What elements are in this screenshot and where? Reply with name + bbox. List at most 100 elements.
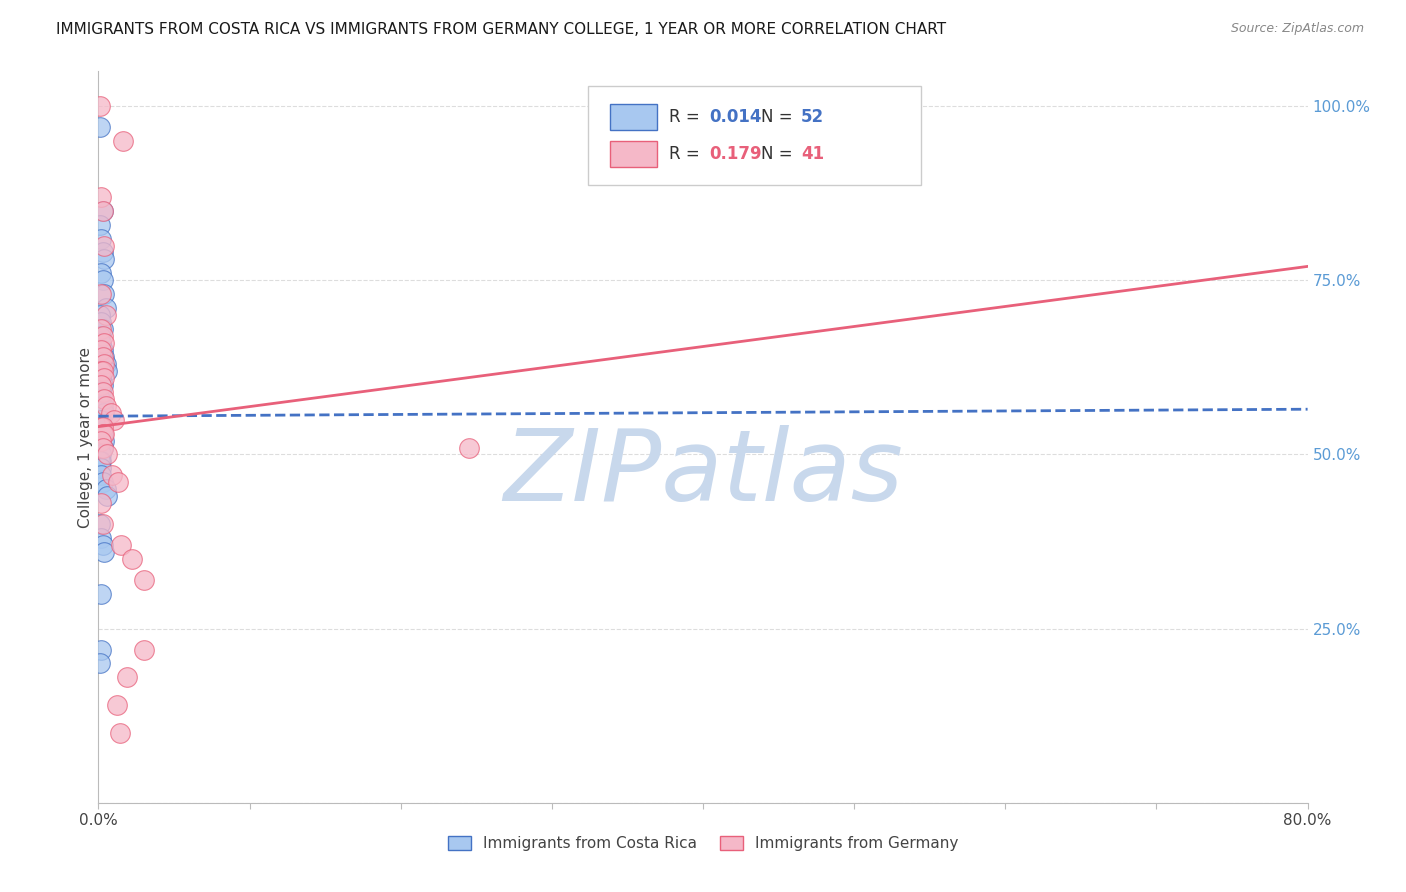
- Point: [101, 468, 124, 483]
- Point: [91, 203, 114, 218]
- Point: [89, 392, 111, 406]
- Point: [93, 545, 115, 559]
- Point: [100, 406, 122, 420]
- Text: 0.179: 0.179: [709, 145, 762, 163]
- Point: [90, 287, 112, 301]
- Point: [91, 538, 114, 552]
- Point: [91, 364, 114, 378]
- Point: [103, 412, 125, 426]
- Point: [457, 441, 479, 455]
- Point: [91, 343, 114, 357]
- Point: [96, 489, 118, 503]
- Point: [91, 350, 114, 364]
- Point: [90, 461, 112, 475]
- Point: [93, 392, 115, 406]
- Point: [90, 322, 112, 336]
- Point: [89, 329, 111, 343]
- Point: [90, 343, 112, 357]
- Point: [90, 399, 112, 413]
- Point: [90, 231, 112, 245]
- Point: [93, 406, 115, 420]
- Point: [93, 252, 115, 267]
- Point: [89, 99, 111, 113]
- Point: [93, 238, 115, 252]
- FancyBboxPatch shape: [588, 86, 921, 185]
- Point: [96, 448, 118, 462]
- Point: [91, 441, 114, 455]
- Point: [132, 642, 155, 657]
- Point: [94, 483, 117, 497]
- Point: [90, 587, 112, 601]
- Point: [90, 190, 112, 204]
- FancyBboxPatch shape: [610, 103, 657, 130]
- Point: [90, 384, 112, 399]
- Text: R =: R =: [669, 145, 706, 163]
- Text: Source: ZipAtlas.com: Source: ZipAtlas.com: [1230, 22, 1364, 36]
- Y-axis label: College, 1 year or more: College, 1 year or more: [77, 347, 93, 527]
- Point: [90, 496, 112, 510]
- Point: [108, 726, 131, 740]
- Point: [94, 301, 117, 316]
- Text: 41: 41: [801, 145, 824, 163]
- Point: [105, 698, 128, 713]
- Legend: Immigrants from Costa Rica, Immigrants from Germany: Immigrants from Costa Rica, Immigrants f…: [441, 830, 965, 857]
- FancyBboxPatch shape: [610, 141, 657, 167]
- Text: 0.014: 0.014: [709, 108, 762, 126]
- Point: [93, 336, 115, 351]
- Point: [89, 412, 111, 426]
- Point: [90, 266, 112, 280]
- Point: [111, 134, 134, 148]
- Point: [91, 384, 114, 399]
- Text: 52: 52: [801, 108, 824, 126]
- Point: [91, 322, 114, 336]
- Point: [110, 538, 132, 552]
- Point: [96, 364, 118, 378]
- Point: [91, 441, 114, 455]
- Point: [91, 329, 114, 343]
- Text: IMMIGRANTS FROM COSTA RICA VS IMMIGRANTS FROM GERMANY COLLEGE, 1 YEAR OR MORE CO: IMMIGRANTS FROM COSTA RICA VS IMMIGRANTS…: [56, 22, 946, 37]
- Point: [90, 412, 112, 426]
- Point: [91, 245, 114, 260]
- Text: ZIPatlas: ZIPatlas: [503, 425, 903, 522]
- Point: [90, 434, 112, 448]
- Point: [91, 426, 114, 441]
- Point: [89, 218, 111, 232]
- Text: R =: R =: [669, 108, 706, 126]
- Point: [94, 357, 117, 371]
- Point: [91, 273, 114, 287]
- Point: [94, 399, 117, 413]
- Point: [89, 308, 111, 322]
- Point: [91, 399, 114, 413]
- Point: [90, 448, 112, 462]
- Point: [90, 642, 112, 657]
- Point: [93, 357, 115, 371]
- Point: [91, 203, 114, 218]
- Point: [121, 552, 143, 566]
- Point: [90, 531, 112, 545]
- Point: [93, 426, 115, 441]
- Point: [90, 419, 112, 434]
- Point: [107, 475, 129, 490]
- Point: [93, 434, 115, 448]
- Point: [91, 517, 114, 532]
- Point: [94, 308, 117, 322]
- Point: [90, 454, 112, 468]
- Point: [91, 475, 114, 490]
- Point: [115, 670, 138, 684]
- Text: N =: N =: [761, 145, 799, 163]
- Point: [90, 364, 112, 378]
- Point: [89, 454, 111, 468]
- Point: [93, 287, 115, 301]
- Point: [90, 426, 112, 441]
- Point: [90, 419, 112, 434]
- Point: [89, 657, 111, 671]
- Point: [91, 377, 114, 392]
- Text: N =: N =: [761, 108, 799, 126]
- Point: [90, 434, 112, 448]
- Point: [90, 371, 112, 385]
- Point: [132, 573, 155, 587]
- Point: [93, 371, 115, 385]
- Point: [90, 468, 112, 483]
- Point: [90, 377, 112, 392]
- Point: [89, 384, 111, 399]
